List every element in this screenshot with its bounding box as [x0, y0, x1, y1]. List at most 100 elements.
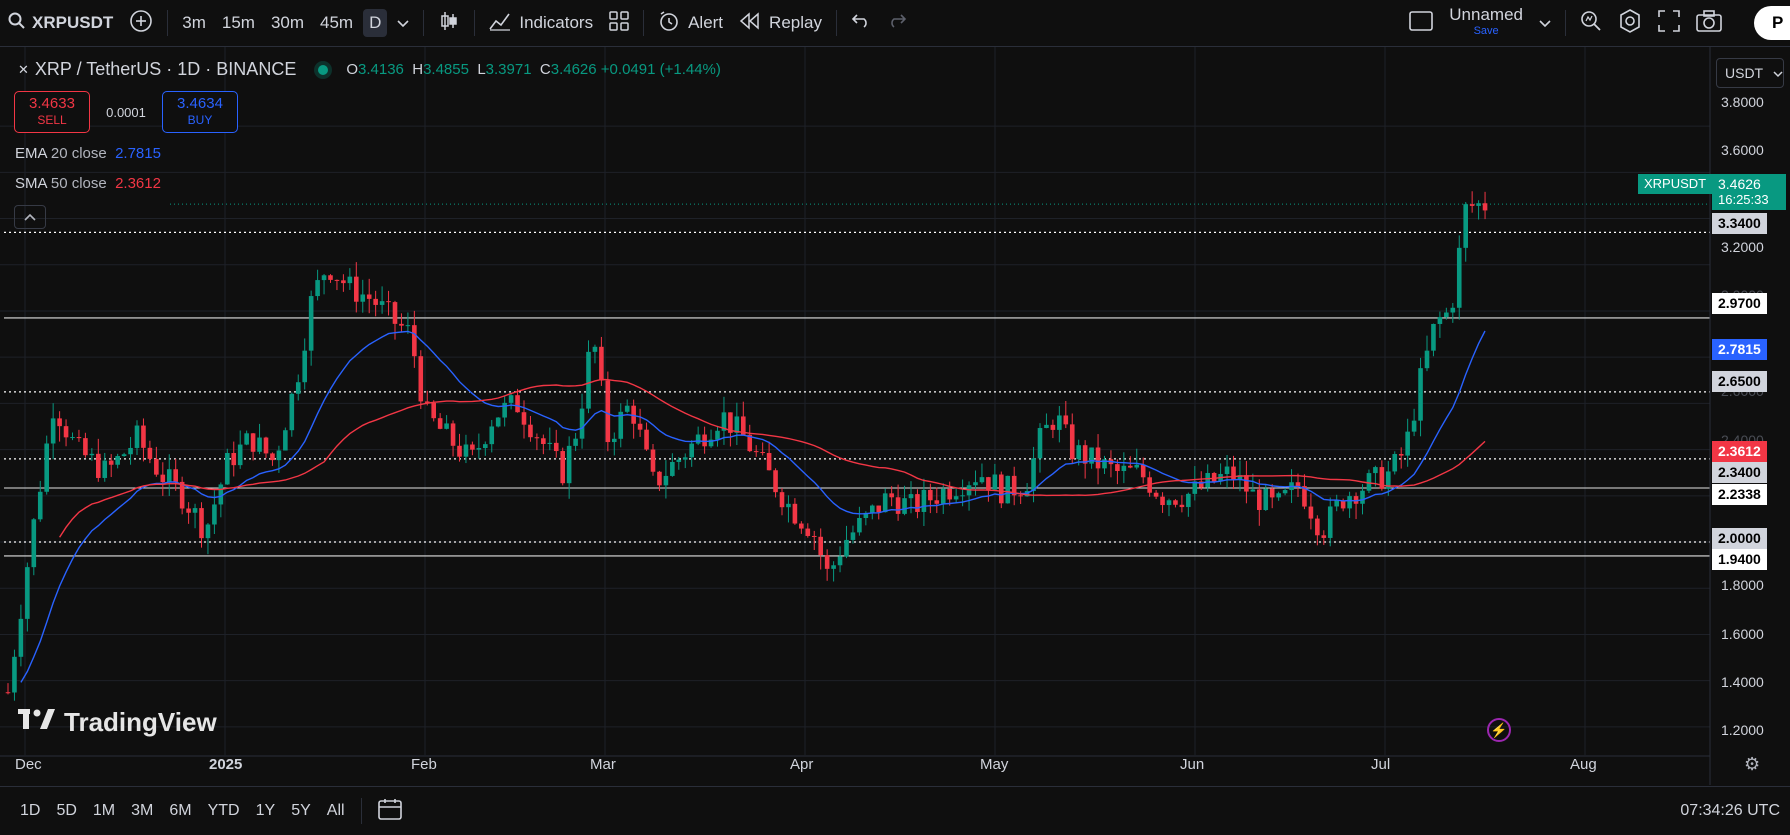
user-menu-button[interactable]: P: [1754, 6, 1790, 40]
interval-day[interactable]: D: [363, 9, 388, 37]
candle-body-up: [244, 433, 249, 445]
candle-body-up: [115, 456, 120, 465]
buy-button[interactable]: 3.4634 BUY: [162, 91, 238, 133]
range-1d[interactable]: 1D: [20, 802, 41, 819]
range-1y[interactable]: 1Y: [255, 802, 276, 819]
symbol-search[interactable]: XRPUSDT: [0, 0, 121, 46]
collapse-legend-button[interactable]: [14, 205, 46, 229]
currency-select[interactable]: USDT: [1716, 58, 1784, 88]
candle-body-down: [934, 500, 940, 504]
buy-price: 3.4634: [177, 95, 223, 112]
candle-body-up: [1347, 496, 1352, 509]
candle-body-up: [1476, 203, 1481, 206]
candle-body-down: [386, 301, 391, 303]
candle-body-down: [96, 453, 101, 478]
candle-body-up: [953, 496, 959, 500]
price-tick: 1.2000: [1721, 722, 1764, 738]
interval-30m[interactable]: 30m: [270, 13, 305, 32]
fullscreen-button[interactable]: [1650, 0, 1688, 46]
templates-button[interactable]: [601, 0, 637, 46]
redo-icon: [887, 13, 907, 34]
sell-price: 3.4633: [29, 95, 75, 112]
quick-search-button[interactable]: [1572, 0, 1610, 46]
ema-legend[interactable]: EMA 20 close 2.7815: [15, 145, 161, 162]
calendar-icon: [377, 798, 402, 824]
candle-body-down: [1128, 465, 1133, 468]
layout-name-button[interactable]: Unnamed Save: [1441, 0, 1531, 46]
top-toolbar: XRPUSDT 3m 15m 30m 45m D Indicators Aler…: [0, 0, 1790, 47]
range-ytd[interactable]: YTD: [207, 802, 240, 819]
time-label: Feb: [411, 756, 437, 773]
change-value: +0.0491 (+1.44%): [600, 61, 721, 78]
candle-body-up: [360, 294, 366, 302]
utc-clock[interactable]: 07:34:26 UTC: [1680, 802, 1780, 819]
save-link[interactable]: Save: [1473, 25, 1499, 37]
interval-45m[interactable]: 45m: [320, 13, 354, 32]
candle-body-down: [418, 356, 424, 402]
candle-body-up: [379, 301, 385, 305]
axis-settings-button[interactable]: ⚙: [1744, 754, 1760, 775]
interval-3m[interactable]: 3m: [182, 13, 206, 32]
go-to-date-button[interactable]: [370, 798, 410, 825]
sma-legend[interactable]: SMA 50 close 2.3612: [15, 175, 161, 192]
range-1m[interactable]: 1M: [92, 802, 116, 819]
candle-body-up: [70, 437, 75, 439]
search-sparkle-icon: [1580, 10, 1602, 37]
candle-body-down: [553, 442, 559, 452]
add-symbol-icon: [129, 9, 153, 38]
chart-type-button[interactable]: [430, 0, 468, 46]
legend-title[interactable]: XRP / TetherUS · 1D · BINANCE: [34, 59, 297, 79]
lightning-icon[interactable]: ⚡: [1487, 718, 1511, 742]
range-all[interactable]: All: [326, 802, 345, 819]
undo-button[interactable]: [843, 0, 879, 46]
candle-body-up: [960, 495, 965, 497]
candle-body-up: [850, 532, 856, 540]
candle-body-up: [1411, 420, 1417, 432]
candle-body-down: [1482, 203, 1488, 211]
toolbar-divider: [167, 10, 169, 36]
level-label: 2.2338: [1712, 484, 1767, 505]
candle-body-down: [999, 474, 1004, 504]
settings-button[interactable]: [1610, 0, 1650, 46]
range-5d[interactable]: 5D: [56, 802, 77, 819]
toolbar-divider: [835, 10, 837, 36]
rewind-icon: [739, 11, 761, 35]
candle-body-down: [450, 423, 456, 446]
indicators-button[interactable]: Indicators: [481, 0, 601, 46]
candle-body-down: [1082, 445, 1088, 464]
candle-body-up: [708, 439, 714, 447]
candle-body-down: [1353, 496, 1359, 504]
candle-body-up: [940, 488, 946, 504]
interval-15m[interactable]: 15m: [221, 13, 255, 32]
sell-button[interactable]: 3.4633 SELL: [14, 91, 90, 133]
candle-body-down: [1244, 475, 1249, 492]
layout-checkbox[interactable]: [1401, 0, 1441, 46]
tradingview-logo[interactable]: TradingView: [18, 707, 217, 738]
candle-body-down: [741, 416, 746, 435]
interval-dropdown[interactable]: [389, 0, 417, 46]
range-3m[interactable]: 3M: [131, 802, 154, 819]
snapshot-button[interactable]: [1688, 0, 1730, 46]
candle-body-up: [1224, 466, 1230, 475]
candle-body-up: [979, 477, 985, 483]
candle-body-up: [166, 469, 172, 483]
grid-icon: [609, 10, 629, 36]
candle-body-down: [199, 508, 204, 539]
spread-value: 0.0001: [106, 104, 146, 120]
candle-body-down: [1211, 472, 1217, 482]
candle-body-up: [31, 519, 37, 568]
range-6m[interactable]: 6M: [169, 802, 192, 819]
level-label: 3.3400: [1712, 213, 1767, 234]
layout-menu-button[interactable]: [1531, 0, 1559, 46]
price-chart[interactable]: [0, 47, 1790, 785]
range-5y[interactable]: 5Y: [291, 802, 311, 819]
compare-button[interactable]: [121, 0, 161, 46]
alert-button[interactable]: Alert: [650, 0, 731, 46]
candle-body-down: [1095, 447, 1101, 469]
redo-button[interactable]: [879, 0, 915, 46]
candles: [5, 191, 1488, 701]
candle-body-up: [205, 524, 211, 539]
replay-button[interactable]: Replay: [731, 0, 830, 46]
level-label: 2.3400: [1712, 462, 1767, 483]
candle-body-up: [837, 556, 843, 566]
